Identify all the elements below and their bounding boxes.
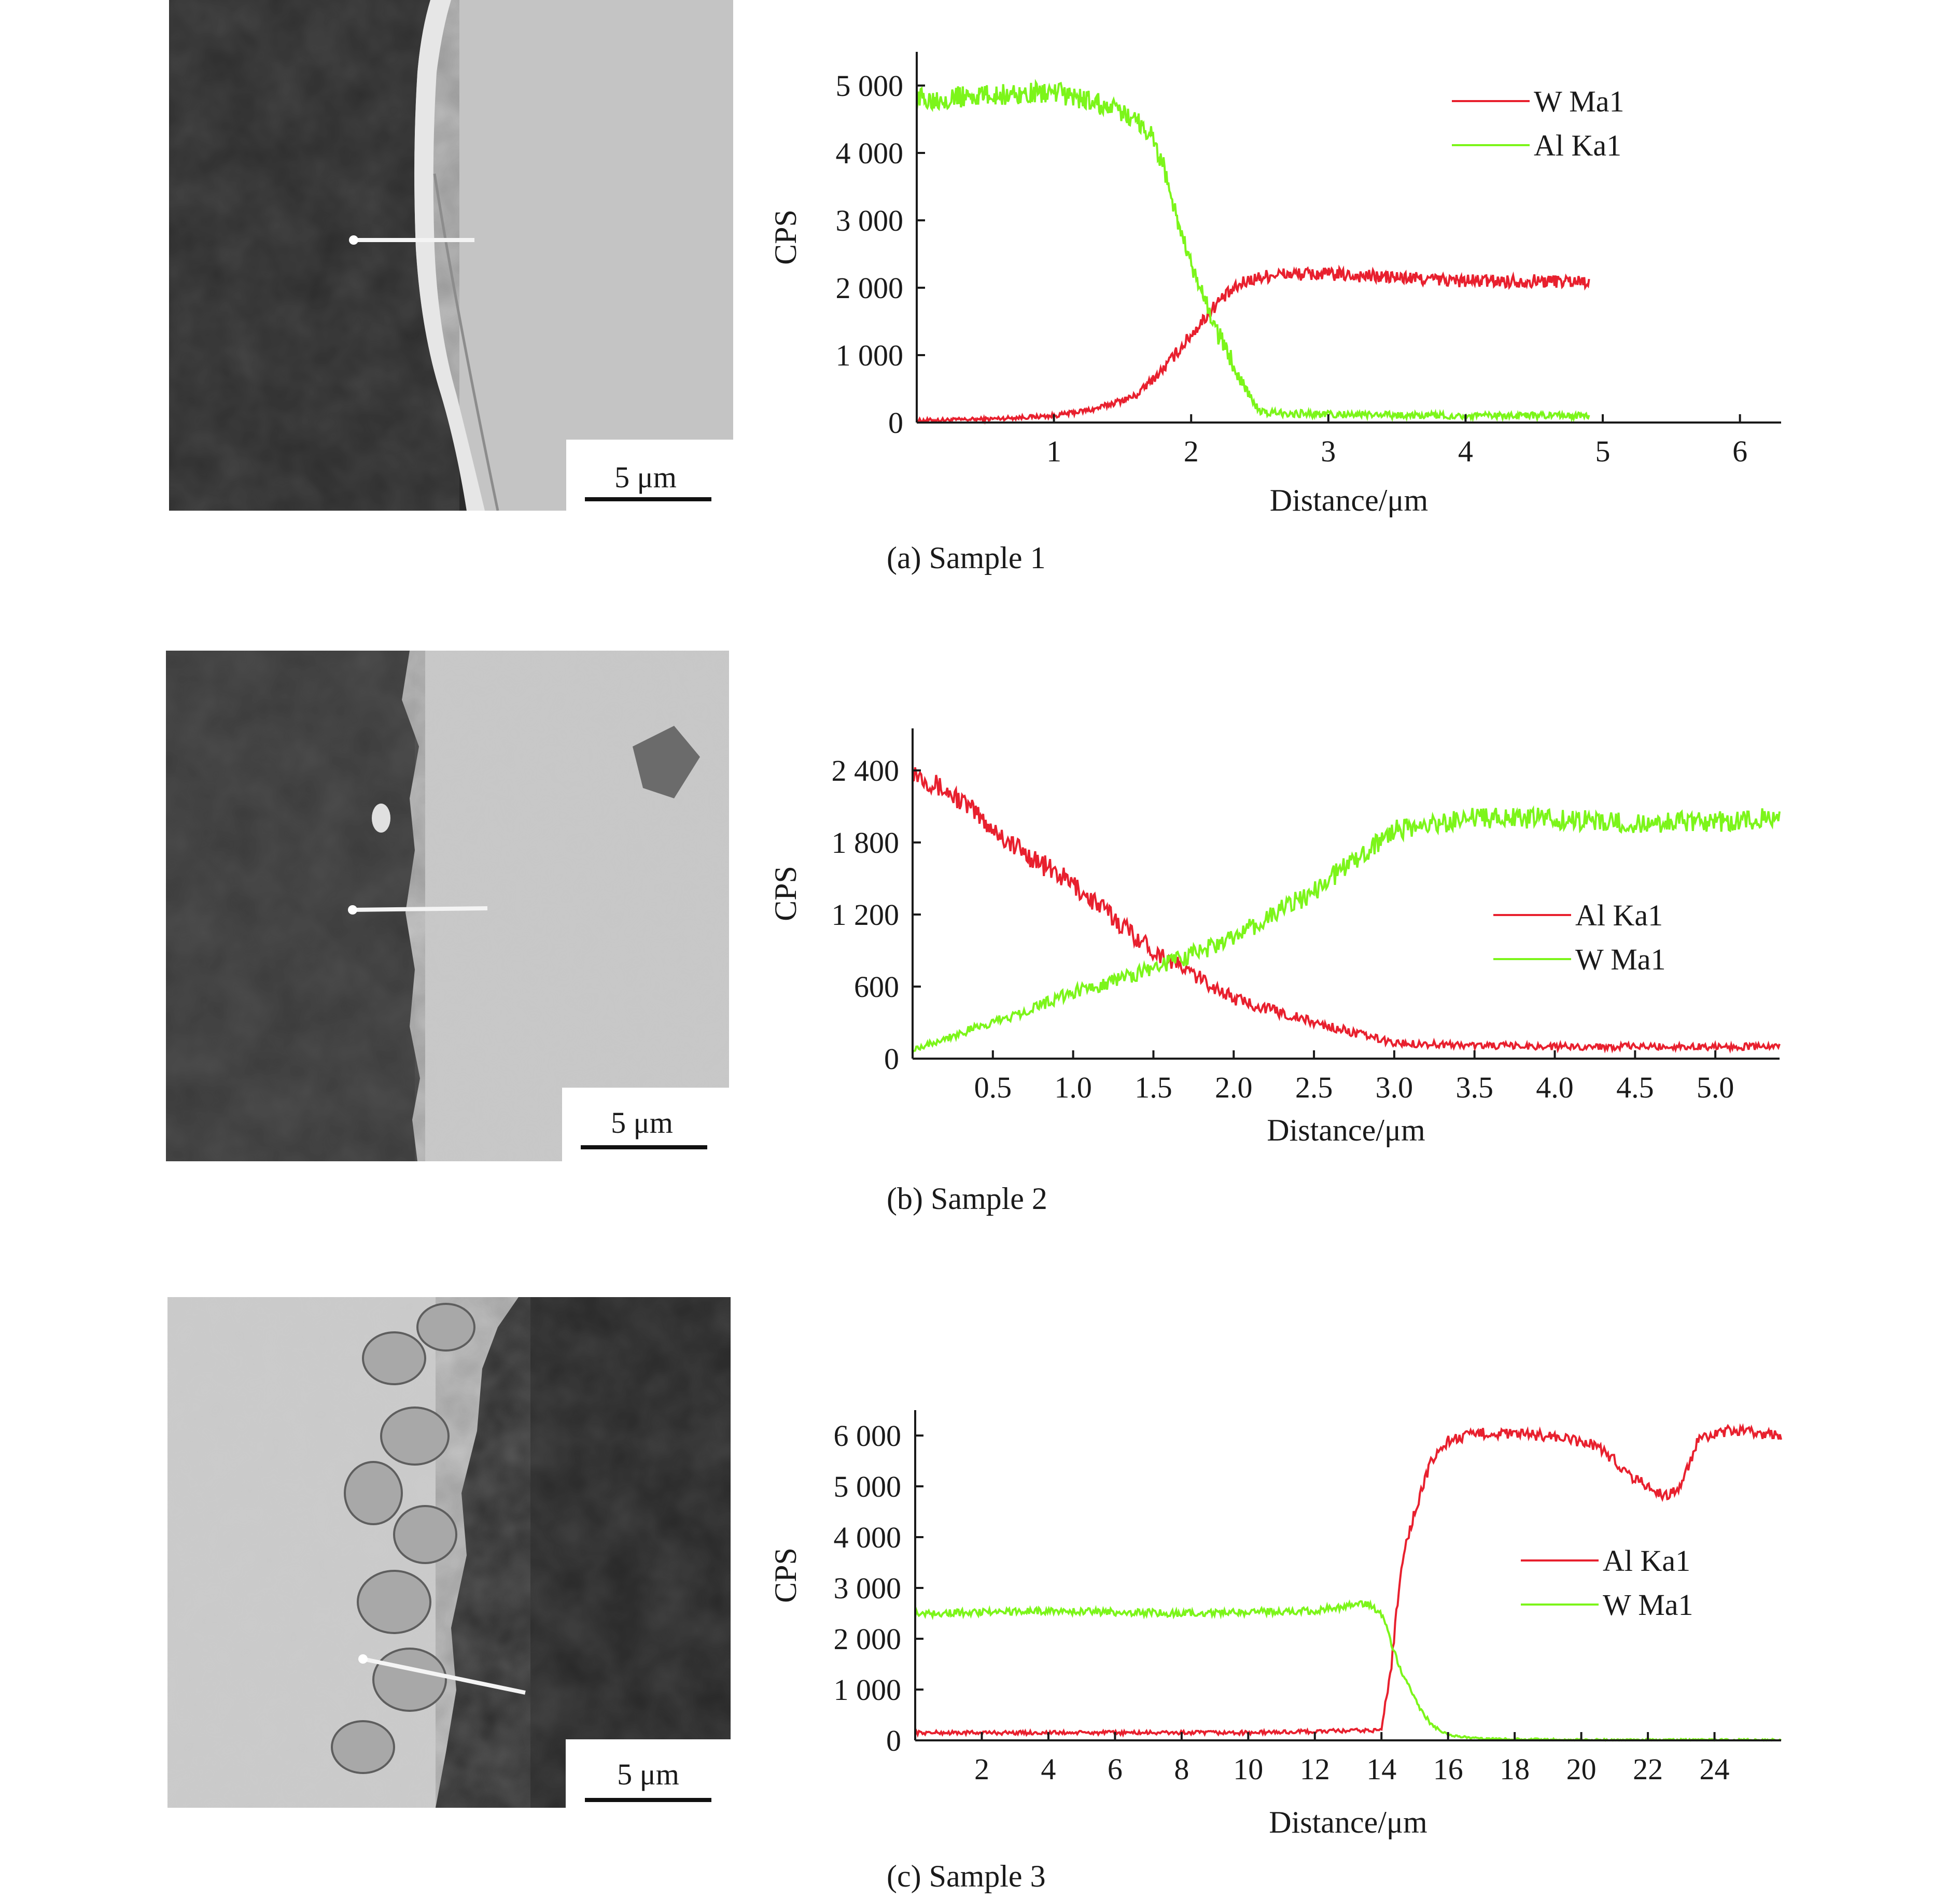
x-tick-label: 3.5 bbox=[1455, 1071, 1493, 1104]
x-tick-label: 3 bbox=[1321, 434, 1336, 468]
legend-label: W Ma1 bbox=[1603, 1588, 1693, 1622]
x-tick-label: 2.0 bbox=[1215, 1071, 1253, 1104]
x-tick-label: 5.0 bbox=[1697, 1071, 1734, 1104]
x-tick-label: 8 bbox=[1174, 1752, 1189, 1786]
x-axis-label: Distance/μm bbox=[1267, 1113, 1425, 1147]
caption-a: (a) Sample 1 bbox=[887, 541, 1046, 575]
x-tick-label: 18 bbox=[1500, 1752, 1530, 1786]
x-tick-label: 12 bbox=[1300, 1752, 1330, 1786]
chart-a: 1 2 3 4 5 6 0 1 000 2 000 3 000 4 000 5 000 Distance… bbox=[768, 52, 1781, 517]
y-tick-label: 2 000 bbox=[836, 271, 904, 305]
x-tick-label: 10 bbox=[1233, 1752, 1263, 1786]
series-line-1 bbox=[914, 1423, 1782, 1738]
series-line-1 bbox=[916, 264, 1590, 425]
x-axis-label: Distance/μm bbox=[1270, 483, 1428, 517]
x-tick-label: 4 bbox=[1041, 1752, 1056, 1786]
y-axis-label: CPS bbox=[768, 209, 803, 265]
x-tick-label: 6 bbox=[1732, 434, 1747, 468]
y-tick-label: 1 000 bbox=[836, 339, 904, 372]
micrograph-c: 5 μm bbox=[167, 1297, 731, 1808]
y-tick-label: 0 bbox=[886, 1724, 901, 1757]
series-line-2 bbox=[916, 79, 1590, 423]
y-tick-label: 5 000 bbox=[836, 69, 904, 103]
y-tick-label: 3 000 bbox=[834, 1571, 902, 1605]
y-axis-label: CPS bbox=[768, 1548, 803, 1603]
x-tick-label: 2.5 bbox=[1295, 1071, 1333, 1104]
y-tick-label: 6 000 bbox=[834, 1419, 902, 1453]
series-line-1 bbox=[912, 767, 1781, 1054]
scale-bar-label-c: 5 μm bbox=[617, 1757, 679, 1791]
legend-label: W Ma1 bbox=[1534, 85, 1625, 118]
y-tick-label: 2 400 bbox=[832, 754, 900, 787]
series-line-2 bbox=[912, 805, 1781, 1053]
x-tick-label: 2 bbox=[1184, 434, 1199, 468]
y-tick-label: 600 bbox=[854, 970, 899, 1004]
x-tick-label: 24 bbox=[1700, 1752, 1730, 1786]
micrograph-a: 5 μm bbox=[169, 0, 733, 511]
x-tick-label: 5 bbox=[1595, 434, 1611, 468]
legend-label: Al Ka1 bbox=[1534, 129, 1621, 162]
y-tick-label: 1 800 bbox=[832, 826, 900, 860]
x-tick-label: 22 bbox=[1633, 1752, 1663, 1786]
y-tick-label: 4 000 bbox=[836, 136, 904, 170]
x-tick-label: 16 bbox=[1433, 1752, 1463, 1786]
x-tick-label: 4.5 bbox=[1616, 1071, 1654, 1104]
x-tick-label: 3.0 bbox=[1376, 1071, 1413, 1104]
scale-bar-label-a: 5 μm bbox=[614, 460, 677, 494]
y-tick-label: 1 200 bbox=[832, 898, 900, 932]
legend-label: Al Ka1 bbox=[1575, 898, 1663, 932]
y-tick-label: 5 000 bbox=[834, 1470, 902, 1503]
x-tick-label: 4 bbox=[1458, 434, 1473, 468]
scale-bar-label-b: 5 μm bbox=[611, 1106, 673, 1140]
y-tick-label: 0 bbox=[884, 1042, 899, 1076]
x-tick-label: 4.0 bbox=[1536, 1071, 1574, 1104]
x-tick-label: 20 bbox=[1566, 1752, 1597, 1786]
legend-label: Al Ka1 bbox=[1603, 1544, 1690, 1578]
series-line-2 bbox=[914, 1599, 1782, 1742]
y-tick-label: 3 000 bbox=[836, 204, 904, 237]
x-tick-label: 1 bbox=[1046, 434, 1061, 468]
x-tick-label: 2 bbox=[974, 1752, 989, 1786]
micrograph-b: 5 μm bbox=[166, 651, 729, 1161]
y-tick-label: 2 000 bbox=[834, 1622, 902, 1656]
x-tick-label: 14 bbox=[1366, 1752, 1396, 1786]
x-tick-label: 6 bbox=[1108, 1752, 1123, 1786]
y-tick-label: 0 bbox=[888, 406, 903, 440]
x-tick-label: 0.5 bbox=[974, 1071, 1012, 1104]
x-tick-label: 1.0 bbox=[1054, 1071, 1092, 1104]
x-axis-label: Distance/μm bbox=[1269, 1805, 1427, 1839]
x-tick-label: 1.5 bbox=[1135, 1071, 1172, 1104]
chart-b: 0.5 1.0 1.5 2.0 2.5 3.0 3.5 4.0 4.5 5.0 0 600 1 200 1… bbox=[768, 728, 1781, 1147]
y-axis-label: CPS bbox=[768, 866, 803, 921]
legend-label: W Ma1 bbox=[1575, 943, 1666, 976]
y-tick-label: 1 000 bbox=[834, 1673, 902, 1707]
caption-b: (b) Sample 2 bbox=[887, 1181, 1047, 1216]
y-tick-label: 4 000 bbox=[834, 1521, 902, 1554]
caption-c: (c) Sample 3 bbox=[887, 1859, 1046, 1893]
